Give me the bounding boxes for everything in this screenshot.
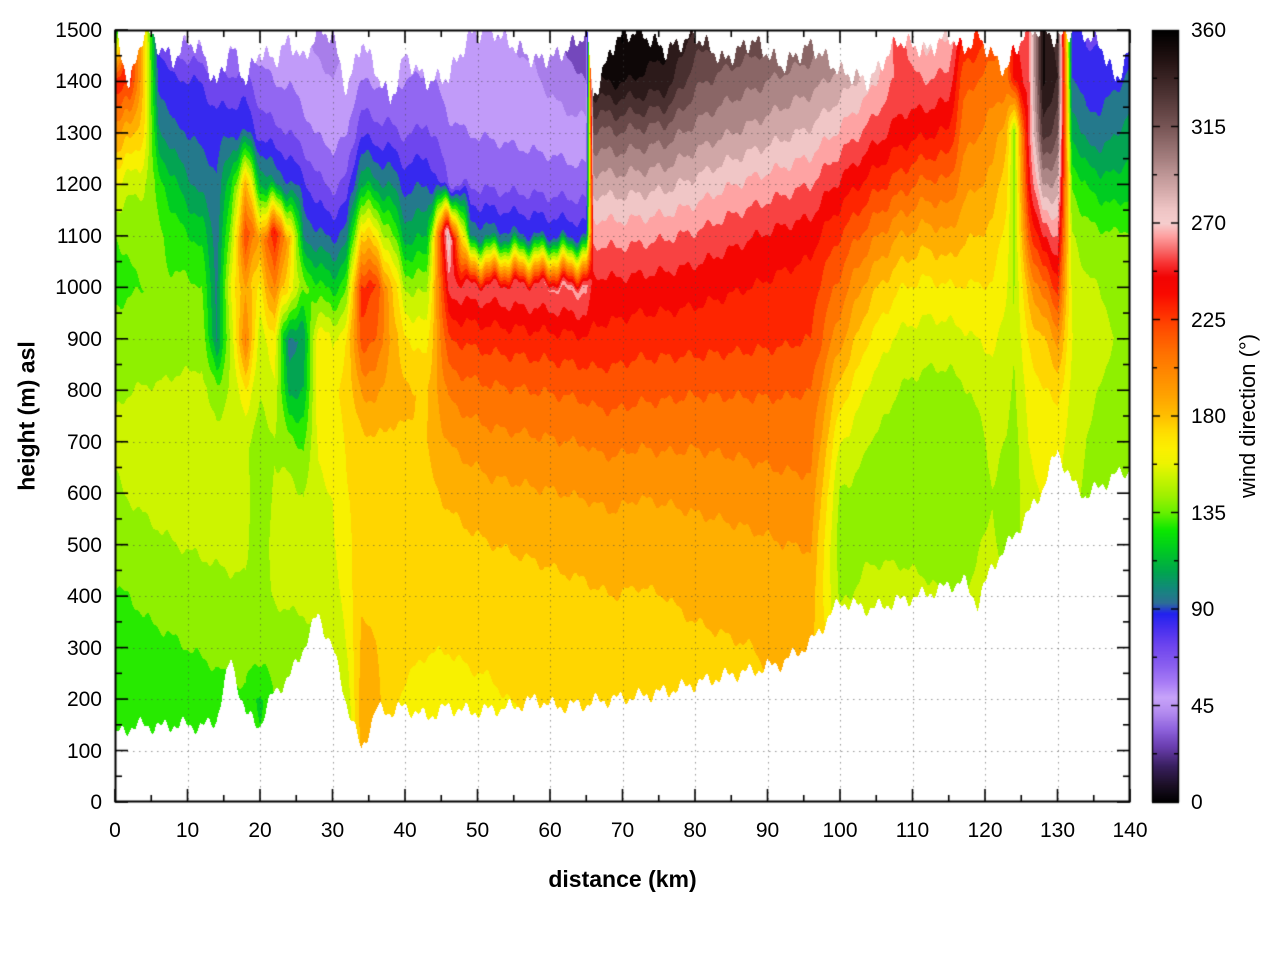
x-axis-title: distance (km) — [548, 866, 697, 892]
x-tick-label: 130 — [1039, 819, 1076, 842]
y-tick-label: 0 — [90, 791, 102, 814]
colorbar-tick-label: 225 — [1191, 308, 1227, 332]
y-tick-label: 700 — [66, 430, 102, 454]
y-axis-title: height (m) asl — [13, 341, 40, 491]
colorbar-tick-label: 270 — [1191, 212, 1227, 235]
x-tick-label: 10 — [175, 819, 200, 842]
x-tick-label: 40 — [393, 819, 417, 842]
y-tick-label: 1100 — [56, 224, 102, 248]
colorbar-tick-label: 45 — [1191, 694, 1215, 718]
y-tick-label: 300 — [66, 636, 102, 660]
y-tick-label: 100 — [66, 739, 102, 763]
x-tick-label: 80 — [683, 819, 707, 842]
x-tick-label: 90 — [755, 819, 780, 842]
y-tick-label: 1200 — [55, 173, 102, 197]
y-tick-label: 900 — [66, 327, 102, 351]
y-tick-label: 800 — [66, 379, 102, 403]
y-tick-label: 500 — [66, 533, 102, 557]
colorbar-title: wind direction (°) — [1235, 333, 1260, 499]
x-tick-label: 0 — [109, 819, 121, 842]
colorbar-tick-label: 135 — [1191, 501, 1227, 525]
colorbar-tick-label: 315 — [1191, 115, 1227, 139]
y-tick-label: 1500 — [55, 19, 102, 42]
colorbar-tick-label: 0 — [1191, 791, 1203, 814]
x-tick-label: 20 — [248, 819, 272, 842]
y-tick-label: 1400 — [55, 70, 102, 94]
colorbar-tick-label: 90 — [1191, 598, 1215, 621]
x-tick-label: 60 — [538, 819, 562, 842]
y-tick-label: 200 — [66, 688, 102, 712]
x-tick-label: 70 — [610, 819, 635, 842]
x-tick-label: 50 — [465, 819, 490, 842]
y-tick-label: 1300 — [55, 121, 102, 145]
y-tick-label: 600 — [66, 482, 102, 506]
x-tick-label: 140 — [1112, 819, 1148, 842]
colorbar-tick-label: 360 — [1191, 19, 1227, 42]
x-tick-label: 100 — [822, 819, 858, 842]
x-tick-label: 120 — [967, 819, 1003, 842]
x-tick-label: 30 — [320, 819, 345, 842]
y-tick-label: 400 — [66, 585, 102, 609]
colorbar-tick-label: 180 — [1191, 405, 1227, 428]
y-tick-label: 1000 — [55, 276, 102, 300]
x-tick-label: 110 — [895, 819, 930, 842]
